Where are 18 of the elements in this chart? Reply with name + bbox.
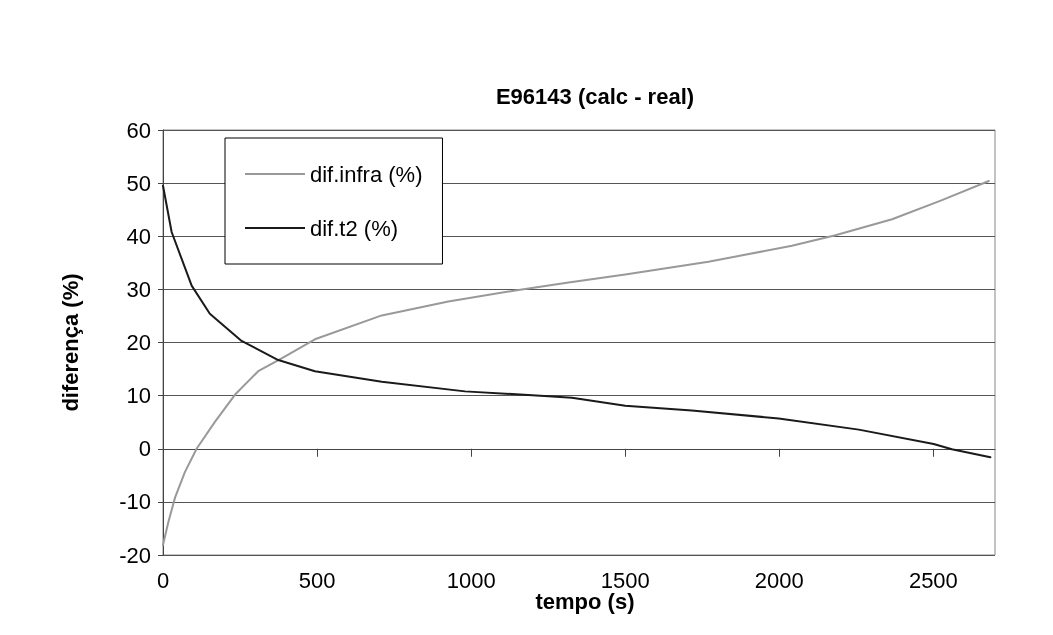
x-tick-label: 2000: [754, 567, 804, 593]
legend-label: dif.infra (%): [310, 161, 423, 187]
x-tick-label: 500: [298, 567, 336, 593]
chart-title: E96143 (calc - real): [495, 83, 695, 109]
x-tick-label: 2500: [908, 567, 958, 593]
y-tick-label: -10: [119, 489, 151, 515]
y-tick-label: 10: [126, 383, 151, 409]
y-tick-label: 40: [126, 223, 151, 249]
y-tick-label: 30: [126, 276, 151, 302]
y-tick-label: -20: [119, 542, 151, 568]
y-axis-title: diferença (%): [57, 273, 83, 412]
y-tick-label: 0: [138, 436, 151, 462]
x-tick-label: 0: [156, 567, 170, 593]
y-tick-label: 20: [126, 330, 151, 355]
y-tick-label: 50: [126, 170, 151, 196]
x-tick-label: 1000: [446, 567, 496, 593]
y-tick-label: 60: [126, 117, 151, 143]
legend-label: dif.t2 (%): [310, 215, 399, 241]
